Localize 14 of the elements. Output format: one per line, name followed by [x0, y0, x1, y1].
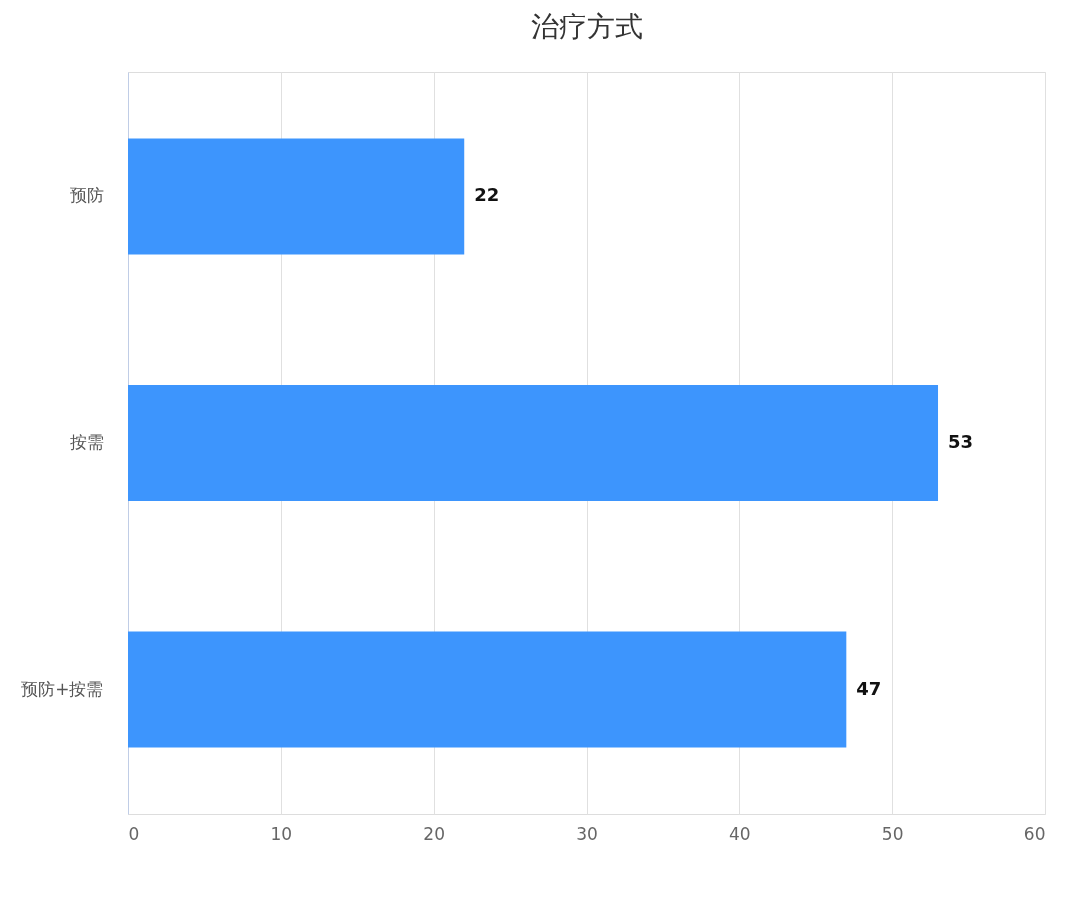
- data-label: 53: [948, 431, 974, 452]
- x-tick-label: 20: [423, 823, 445, 844]
- y-tick-label: 预防: [69, 185, 104, 206]
- y-tick-label: 按需: [69, 432, 104, 452]
- data-label: 22: [474, 184, 500, 206]
- x-tick-label: 30: [576, 823, 598, 844]
- x-tick-label: 50: [881, 823, 904, 844]
- y-tick-label: 预防+按需: [21, 678, 104, 699]
- chart-title: 治疗方式: [530, 10, 643, 43]
- x-tick-label: 0: [128, 823, 140, 844]
- x-tick-label: 60: [1023, 823, 1046, 844]
- data-label: 47: [856, 677, 882, 699]
- x-tick-label: 10: [270, 823, 293, 844]
- x-tick-label: 40: [729, 823, 751, 844]
